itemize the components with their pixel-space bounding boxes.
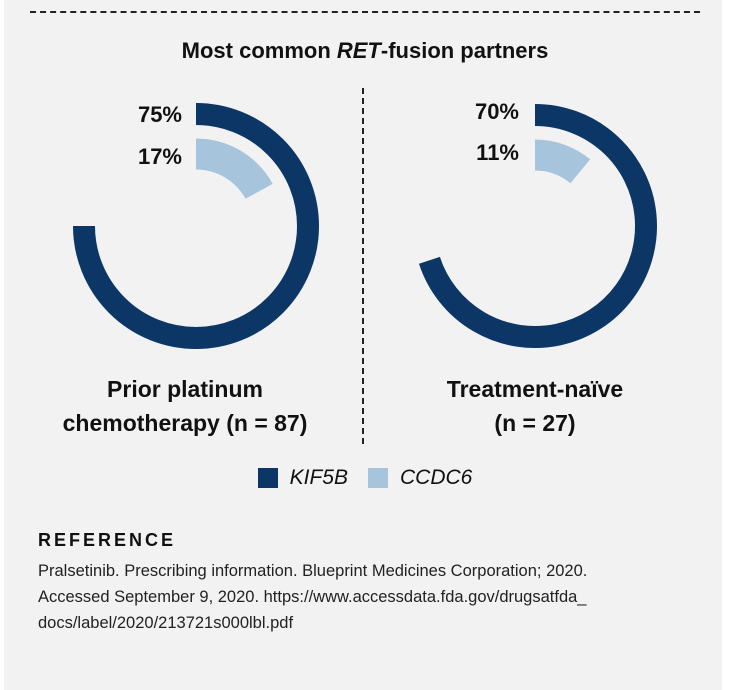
group-label-naive: Treatment-naïve (n = 27) (380, 372, 690, 440)
group-divider (362, 88, 364, 444)
legend-label-kif5b: KIF5B (289, 466, 348, 489)
legend-label-ccdc6: CCDC6 (400, 466, 473, 489)
label-prior-ccdc6: 17% (137, 144, 182, 169)
group-label-prior: Prior platinum chemotherapy (n = 87) (30, 372, 340, 440)
title-suffix: -fusion partners (380, 38, 549, 63)
reference-line: docs/label/2020/213721s000lbl.pdf (38, 614, 294, 632)
legend-swatch-kif5b (257, 468, 278, 488)
legend-item-kif5b: KIF5B (257, 466, 348, 490)
legend-item-ccdc6: CCDC6 (368, 466, 472, 490)
reference-line: Pralsetinib. Prescribing information. Bl… (38, 562, 588, 580)
reference-line: Accessed September 9, 2020. https://www.… (38, 588, 587, 606)
chart-legend: KIF5B CCDC6 (0, 466, 730, 490)
group-label-prior-line2: chemotherapy (n = 87) (62, 410, 308, 436)
donut-arc-naive-ccdc6 (534, 139, 591, 184)
label-naive-ccdc6: 11% (476, 140, 519, 165)
label-prior-kif5b: 75% (137, 102, 182, 127)
title-italic: RET (336, 38, 381, 63)
group-label-naive-line2: (n = 27) (494, 410, 576, 436)
label-naive-kif5b: 70% (474, 99, 519, 124)
group-label-naive-line1: Treatment-naïve (446, 376, 624, 402)
legend-swatch-ccdc6 (368, 468, 388, 488)
donut-arc-prior-ccdc6 (195, 138, 273, 200)
top-dashed-rule (30, 11, 700, 13)
donut-arc-prior-kif5b (73, 103, 319, 349)
donut-arc-naive-kif5b (418, 104, 657, 348)
reference-heading: REFERENCE (38, 530, 177, 550)
title-prefix: Most common (181, 38, 337, 63)
reference-text: Pralsetinib. Prescribing information. Bl… (38, 558, 698, 636)
group-label-prior-line1: Prior platinum (107, 376, 263, 402)
chart-title: Most common RET-fusion partners (0, 38, 730, 64)
